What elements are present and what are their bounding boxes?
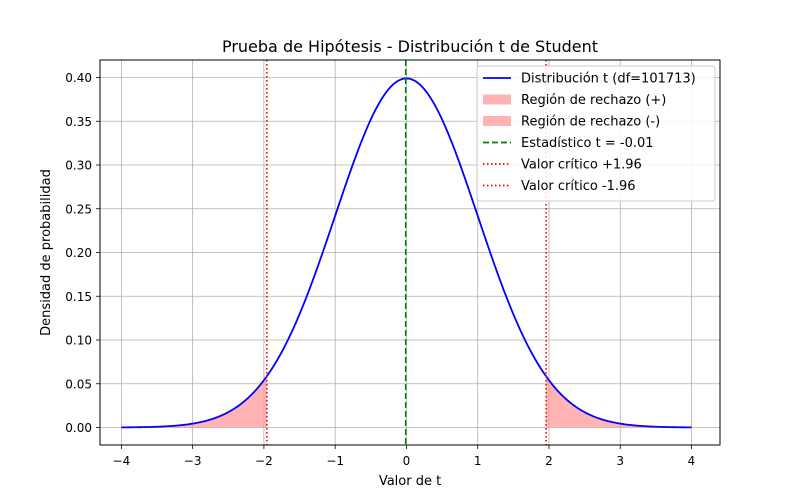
legend-box bbox=[476, 65, 716, 202]
x-tick-label: 0 bbox=[403, 454, 411, 468]
x-tick-label: 4 bbox=[688, 454, 696, 468]
y-tick-label: 0.15 bbox=[65, 290, 92, 304]
y-axis-label: Densidad de probabilidad bbox=[39, 169, 54, 336]
y-tick-label: 0.25 bbox=[65, 202, 92, 216]
series-lines bbox=[121, 60, 692, 445]
legend-swatch bbox=[483, 116, 511, 126]
rejection-region-negative bbox=[121, 376, 267, 428]
y-tick-label: 0.10 bbox=[65, 334, 92, 348]
rejection-region-positive bbox=[546, 376, 692, 428]
x-tick-label: −1 bbox=[326, 454, 344, 468]
legend: Distribución t (df=101713) Región de rech… bbox=[476, 65, 716, 202]
axis-ticks: −4 −3 −2 −1 0 1 2 3 4 0.00 0.05 0.10 0.15 0.20 0.25 0.3… bbox=[65, 71, 695, 468]
x-tick-label: 1 bbox=[474, 454, 482, 468]
legend-label: Valor crítico +1.96 bbox=[521, 158, 642, 173]
x-tick-label: 2 bbox=[545, 454, 553, 468]
x-tick-label: −2 bbox=[255, 454, 273, 468]
legend-label: Estadístico t = -0.01 bbox=[521, 136, 654, 151]
rejection-regions bbox=[121, 376, 692, 428]
y-tick-label: 0.00 bbox=[65, 421, 92, 435]
x-tick-label: 3 bbox=[616, 454, 624, 468]
legend-label: Valor crítico -1.96 bbox=[521, 179, 636, 194]
y-tick-label: 0.20 bbox=[65, 246, 92, 260]
x-tick-label: −4 bbox=[113, 454, 131, 468]
y-tick-label: 0.35 bbox=[65, 115, 92, 129]
legend-label: Distribución t (df=101713) bbox=[521, 72, 696, 87]
legend-swatch bbox=[483, 94, 511, 105]
y-tick-label: 0.40 bbox=[65, 71, 92, 85]
chart-title: Prueba de Hipótesis - Distribución t de … bbox=[222, 37, 598, 56]
y-tick-label: 0.30 bbox=[65, 159, 92, 173]
x-tick-label: −3 bbox=[184, 454, 202, 468]
x-axis-label: Valor de t bbox=[379, 474, 441, 489]
y-tick-label: 0.05 bbox=[65, 377, 92, 391]
legend-label: Región de rechazo (+) bbox=[521, 93, 666, 108]
legend-label: Región de rechazo (-) bbox=[521, 115, 660, 130]
